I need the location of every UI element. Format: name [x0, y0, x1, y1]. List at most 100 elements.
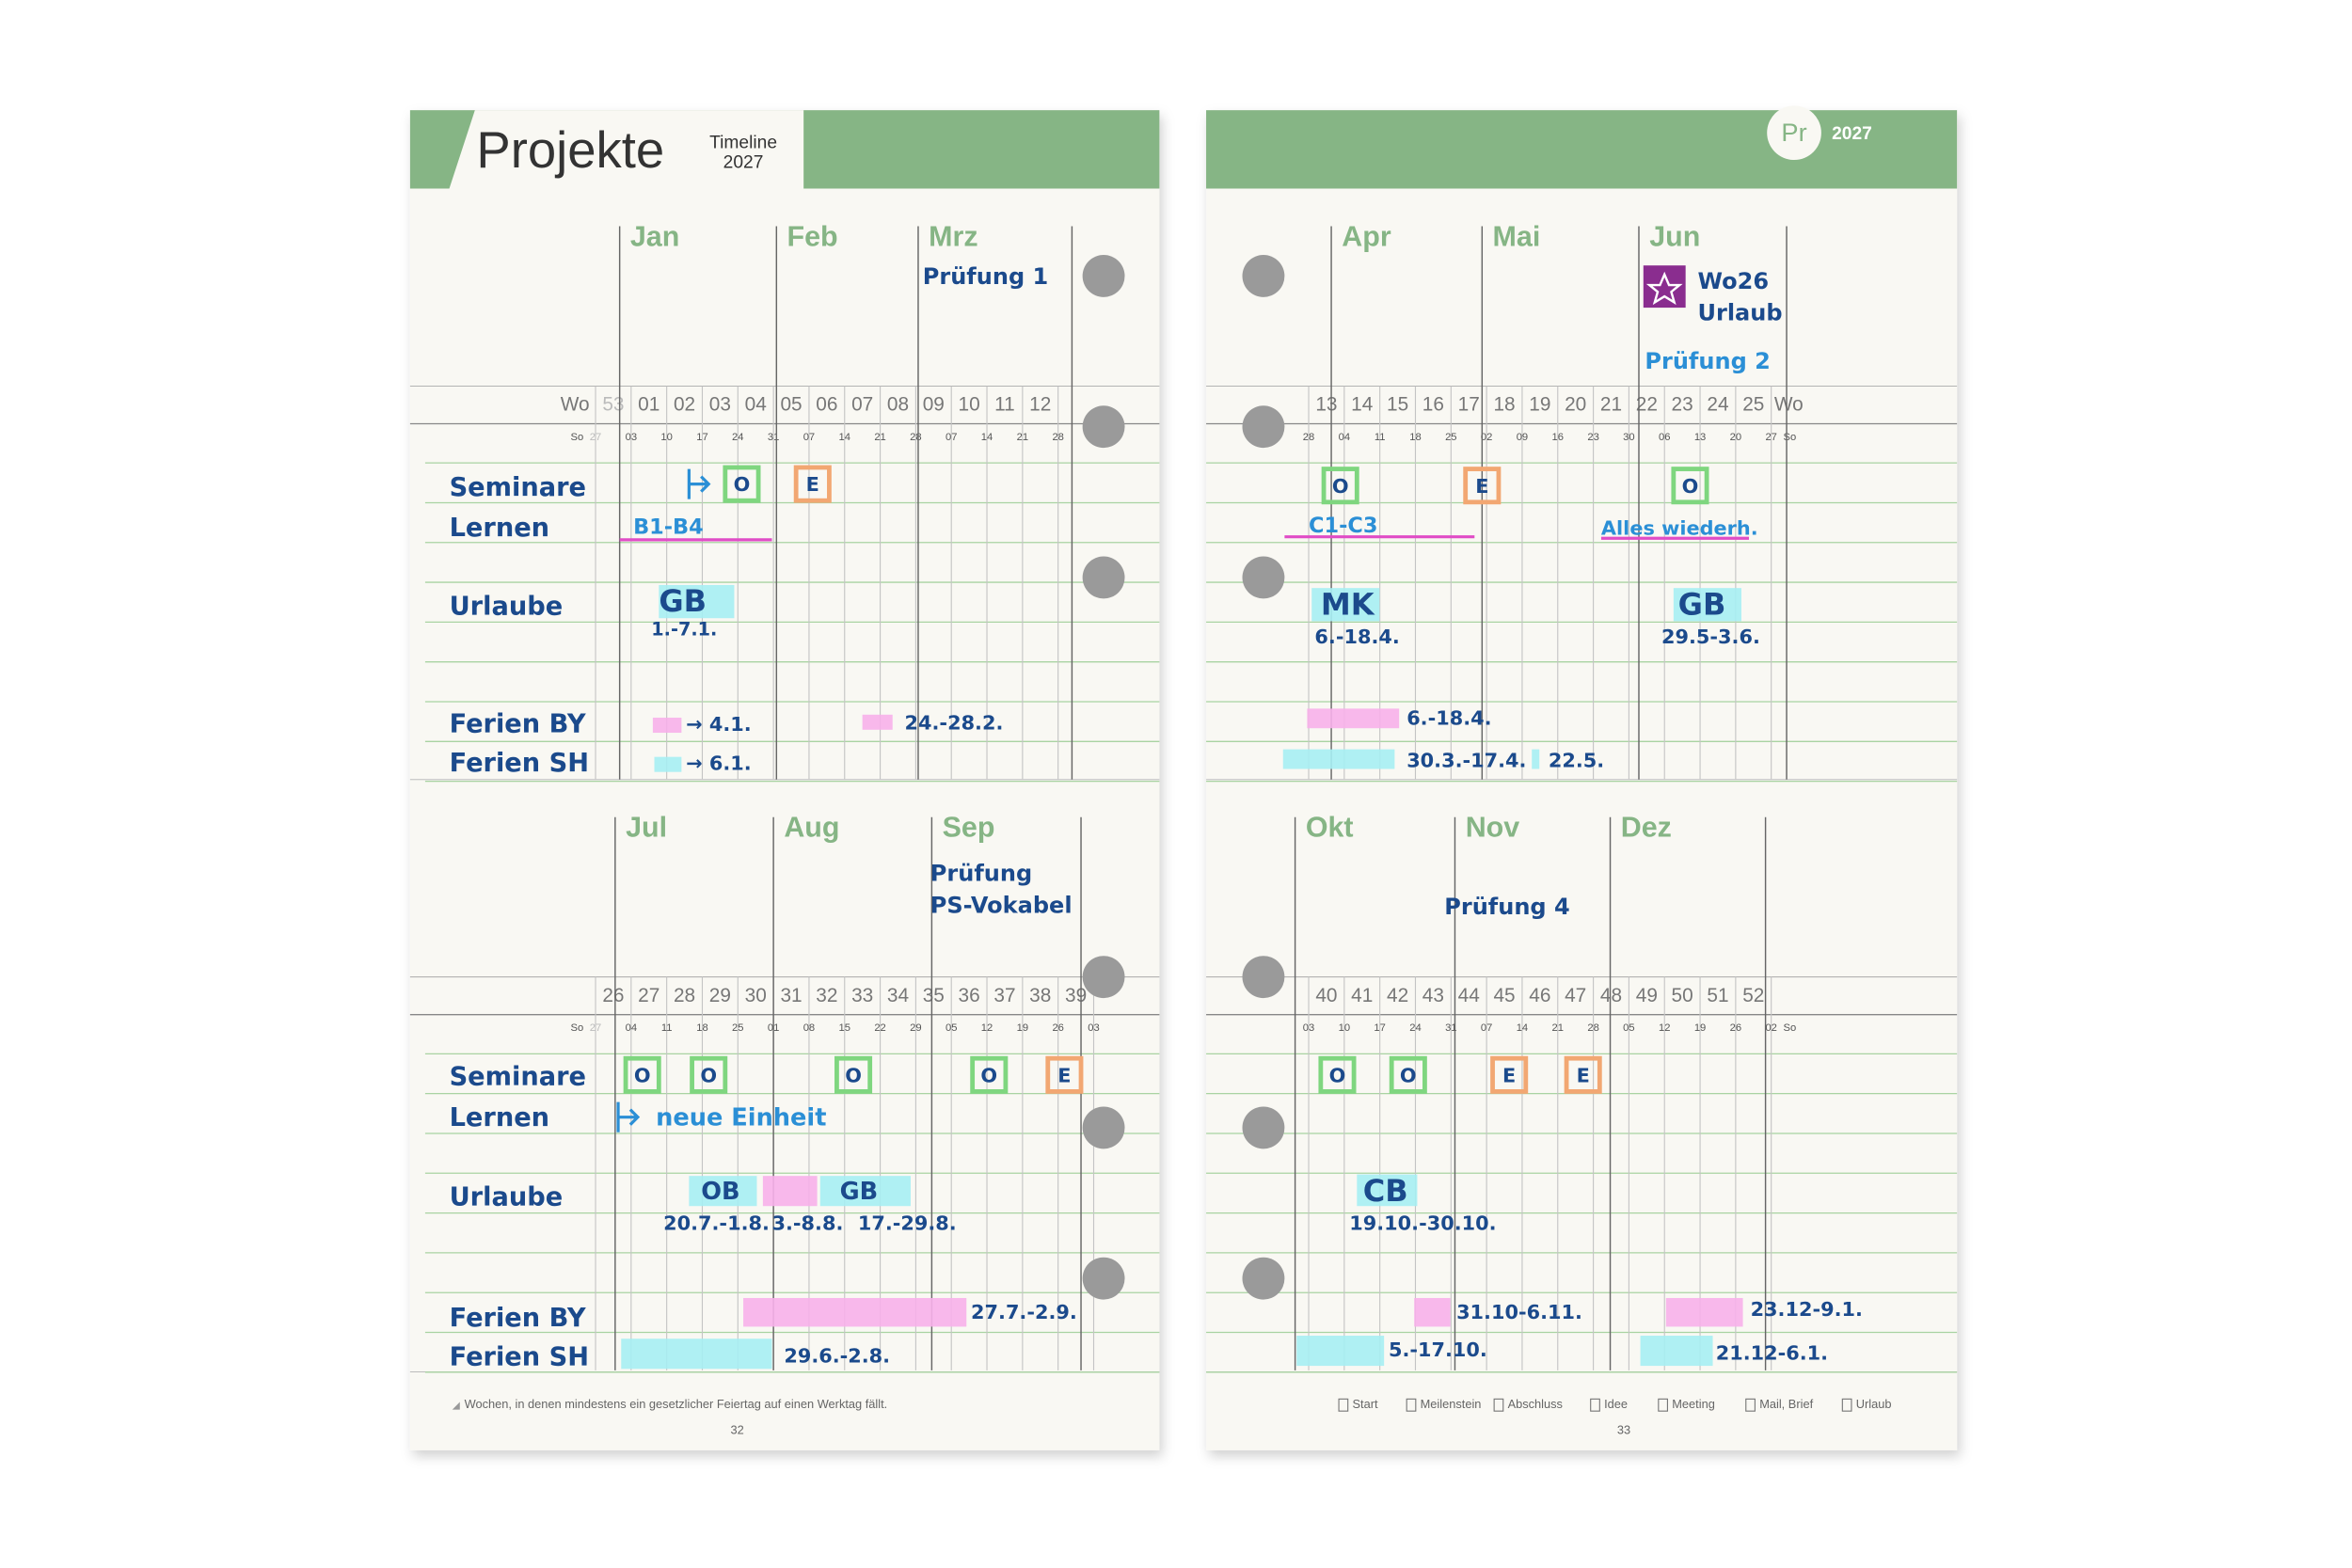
- handwritten-note: 22.5.: [1549, 749, 1604, 771]
- week-date: 28: [1587, 1022, 1598, 1034]
- day-label: So: [1784, 432, 1797, 443]
- highlight: [1640, 1336, 1713, 1367]
- handwritten-note: Urlaub: [1697, 300, 1782, 326]
- week-date: 02: [1481, 432, 1492, 443]
- week-date: 31: [1445, 1022, 1456, 1034]
- week-date: 21: [1552, 1022, 1564, 1034]
- week-number: 48: [1600, 985, 1622, 1006]
- week-date: 11: [1375, 432, 1386, 443]
- milestone-box: [690, 1055, 728, 1094]
- week-number: 15: [1387, 394, 1408, 416]
- footnote: Wochen, in denen mindestens ein gesetzli…: [465, 1397, 888, 1411]
- legend-label: Idee: [1604, 1397, 1628, 1411]
- milestone-letter: O: [1329, 1064, 1346, 1086]
- milestone-box: [970, 1055, 1009, 1094]
- week-date: 04: [626, 1022, 637, 1034]
- milestone-box: [1321, 467, 1359, 505]
- week-date: 28: [910, 432, 921, 443]
- milestone-box: [623, 1055, 661, 1094]
- punch-hole: [1242, 956, 1285, 999]
- highlight: [659, 584, 735, 619]
- legend-icon: [1338, 1398, 1349, 1412]
- milestone-letter: O: [734, 473, 751, 496]
- legend-icon: [1590, 1398, 1600, 1412]
- week-number: 17: [1458, 394, 1480, 416]
- week-date: 26: [1052, 1022, 1063, 1034]
- legend-icon: [1658, 1398, 1668, 1412]
- handwritten-note: → 6.1.: [686, 752, 752, 775]
- week-number: 47: [1565, 985, 1586, 1006]
- week-date: 23: [1587, 432, 1598, 443]
- week-number: 26: [602, 985, 624, 1006]
- week-number: 22: [1636, 394, 1658, 416]
- week-date: 21: [1017, 432, 1028, 443]
- week-number: 43: [1422, 985, 1444, 1006]
- month-name: Okt: [1306, 812, 1354, 844]
- week-date: 18: [1409, 432, 1421, 443]
- milestone-letter: O: [634, 1064, 651, 1086]
- week-date: 12: [1659, 1022, 1670, 1034]
- week-number: 46: [1529, 985, 1550, 1006]
- page-number: 33: [1617, 1422, 1630, 1436]
- week-date: 27: [590, 432, 601, 443]
- week-date: 10: [1339, 1022, 1350, 1034]
- week-number: 25: [1742, 394, 1764, 416]
- week-date: 27: [1765, 432, 1776, 443]
- milestone-box: [1490, 1055, 1529, 1094]
- highlight: [1357, 1174, 1418, 1207]
- subtitle-year: 2027: [723, 152, 764, 172]
- highlight: [1296, 1336, 1385, 1367]
- week-date: 05: [1623, 1022, 1634, 1034]
- week-number: 02: [674, 394, 695, 416]
- week-number: 27: [638, 985, 660, 1006]
- highlight: [1414, 1297, 1451, 1327]
- handwritten-note: 19.10.-30.10.: [1349, 1212, 1496, 1234]
- punch-hole: [1242, 255, 1285, 297]
- week-date: 02: [1765, 1022, 1776, 1034]
- milestone-box: [723, 465, 761, 503]
- handwritten-note: 3.-8.8.: [772, 1212, 844, 1234]
- week-date: 19: [1017, 1022, 1028, 1034]
- punch-hole: [1082, 956, 1125, 999]
- highlight: [1673, 588, 1741, 622]
- handwritten-note: Prüfung 2: [1645, 348, 1770, 374]
- highlight: [743, 1297, 967, 1327]
- handwritten-note: PS-Vokabel: [930, 892, 1073, 918]
- milestone-box: [1463, 467, 1502, 505]
- tab-circle: [1767, 105, 1821, 161]
- milestone-letter: E: [1475, 475, 1488, 498]
- week-number: 11: [994, 394, 1015, 416]
- legend-label: Urlaub: [1856, 1397, 1892, 1411]
- week-date: 14: [1517, 1022, 1528, 1034]
- row-label: Seminare: [450, 1063, 586, 1092]
- week-date: 18: [696, 1022, 707, 1034]
- week-number: 08: [887, 394, 909, 416]
- subtitle: Timeline: [709, 133, 777, 152]
- week-date: 04: [1339, 432, 1350, 443]
- handwritten-note: Prüfung: [930, 861, 1032, 887]
- week-date: 26: [1730, 1022, 1741, 1034]
- handwritten-note: 5.-17.10.: [1389, 1338, 1487, 1361]
- week-number: 34: [887, 985, 909, 1006]
- handwritten-note: 21.12-6.1.: [1716, 1341, 1828, 1364]
- legend-label: Mail, Brief: [1759, 1397, 1813, 1411]
- week-date: 28: [1303, 432, 1314, 443]
- week-date: 16: [1552, 432, 1564, 443]
- week-number: 13: [1315, 394, 1337, 416]
- week-number: 35: [923, 985, 945, 1006]
- month-name: Apr: [1342, 220, 1391, 252]
- handwritten-note: 31.10-6.11.: [1456, 1301, 1582, 1323]
- week-number: 10: [959, 394, 980, 416]
- day-label: So: [570, 1022, 583, 1034]
- week-date: 03: [1088, 1022, 1099, 1034]
- week-date: 25: [732, 1022, 743, 1034]
- punch-hole: [1082, 1106, 1125, 1149]
- week-date: 03: [1303, 1022, 1314, 1034]
- handwritten-note: Alles wiederh.: [1601, 517, 1758, 540]
- handwritten-note: neue Einheit: [656, 1103, 826, 1132]
- legend-icon: [1406, 1398, 1417, 1412]
- week-date: 14: [981, 432, 993, 443]
- handwritten-note: 24.-28.2.: [905, 711, 1004, 734]
- week-number: 32: [816, 985, 837, 1006]
- week-number: 49: [1636, 985, 1658, 1006]
